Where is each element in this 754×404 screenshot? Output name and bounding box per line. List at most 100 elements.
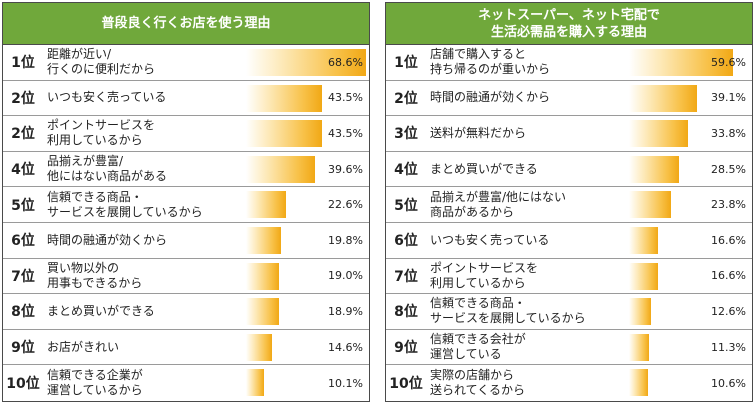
bar	[629, 155, 679, 183]
table-row: 10位 実際の店舗から 送られてくるから 10.6%	[386, 365, 752, 401]
table-row: 6位 いつも安く売っている 16.6%	[386, 223, 752, 259]
rank-label: 9位	[394, 340, 418, 357]
reason-label: 買い物以外の 用事もできるから	[47, 260, 143, 290]
bar	[629, 191, 671, 219]
reason-label: いつも安く売っている	[47, 90, 167, 105]
reason-label: 送料が無料だから	[430, 125, 527, 140]
reason-label: 信頼できる企業が 運営しているから	[47, 368, 143, 398]
value-label: 14.6%	[328, 340, 363, 354]
value-label: 19.8%	[328, 233, 363, 247]
table-row: 7位 ポイントサービスを 利用しているから 16.6%	[386, 259, 752, 295]
table-row: 7位 買い物以外の 用事もできるから 19.0%	[3, 259, 369, 295]
rank-label: 2位	[11, 126, 35, 143]
reason-label: いつも安く売っている	[430, 232, 550, 247]
rank-label: 5位	[11, 197, 35, 214]
table-row: 4位 品揃えが豊富/ 他にはない商品がある 39.6%	[3, 152, 369, 188]
table-row: 5位 信頼できる商品・ サービスを展開しているから 22.6%	[3, 187, 369, 223]
rank-label: 7位	[11, 268, 35, 285]
table-row: 6位 時間の融通が効くから 19.8%	[3, 223, 369, 259]
value-label: 43.5%	[328, 91, 363, 105]
reason-label: 品揃えが豊富/他にはない 商品があるから	[430, 189, 567, 219]
rank-label: 4位	[11, 162, 35, 179]
reason-label: まとめ買いができる	[430, 161, 538, 176]
reason-label: 品揃えが豊富/ 他にはない商品がある	[47, 154, 168, 184]
reason-label: 距離が近い/ 行くのに便利だから	[47, 47, 156, 77]
value-label: 39.1%	[711, 91, 746, 105]
rank-label: 1位	[394, 55, 418, 72]
rank-label: 6位	[11, 233, 35, 250]
reason-label: 信頼できる会社が 運営している	[430, 332, 526, 362]
bar	[629, 84, 698, 112]
value-label: 16.6%	[711, 269, 746, 283]
chart-title: 普段良く行くお店を使う理由	[3, 3, 369, 45]
bar	[246, 262, 280, 290]
value-label: 28.5%	[711, 162, 746, 176]
bar	[246, 333, 272, 361]
rank-label: 7位	[394, 268, 418, 285]
bar	[246, 191, 286, 219]
value-label: 23.8%	[711, 198, 746, 212]
reason-label: まとめ買いができる	[47, 303, 155, 318]
value-label: 11.3%	[711, 340, 746, 354]
rank-label: 5位	[394, 197, 418, 214]
table-row: 9位 お店がきれい 14.6%	[3, 330, 369, 366]
reason-label: ポイントサービスを 利用しているから	[430, 260, 539, 290]
bar	[246, 120, 323, 148]
bar	[629, 49, 734, 76]
rank-label: 3位	[394, 126, 418, 143]
bar	[629, 298, 652, 326]
bar	[629, 262, 659, 290]
right-chart-panel: ネットスーパー、ネット宅配で 生活必需品を購入する理由 1位 店舗で購入すると 持…	[385, 2, 753, 402]
value-label: 10.1%	[328, 376, 363, 390]
table-row: 4位 まとめ買いができる 28.5%	[386, 152, 752, 188]
table-row: 2位 いつも安く売っている 43.5%	[3, 81, 369, 117]
bar	[629, 369, 648, 397]
bar	[629, 227, 659, 254]
table-row: 3位 送料が無料だから 33.8%	[386, 116, 752, 152]
bar	[629, 120, 689, 148]
rank-label: 8位	[394, 304, 418, 321]
rank-label: 10位	[389, 376, 423, 393]
value-label: 22.6%	[328, 198, 363, 212]
bar	[246, 369, 264, 397]
table-row: 10位 信頼できる企業が 運営しているから 10.1%	[3, 365, 369, 401]
value-label: 16.6%	[711, 233, 746, 247]
rank-label: 6位	[394, 233, 418, 250]
table-row: 2位 時間の融通が効くから 39.1%	[386, 81, 752, 117]
reason-label: 信頼できる商品・ サービスを展開しているから	[430, 296, 586, 326]
rank-label: 10位	[6, 376, 40, 393]
value-label: 59.6%	[711, 55, 746, 69]
value-label: 19.0%	[328, 269, 363, 283]
rank-label: 1位	[11, 55, 35, 72]
table-row: 8位 信頼できる商品・ サービスを展開しているから 12.6%	[386, 294, 752, 330]
bar	[246, 49, 367, 76]
value-label: 10.6%	[711, 376, 746, 390]
reason-label: 信頼できる商品・ サービスを展開しているから	[47, 189, 203, 219]
value-label: 68.6%	[328, 55, 363, 69]
table-row: 2位 ポイントサービスを 利用しているから 43.5%	[3, 116, 369, 152]
bar	[246, 155, 316, 183]
reason-label: 店舗で購入すると 持ち帰るのが重いから	[430, 47, 551, 77]
reason-label: 時間の融通が効くから	[47, 232, 168, 247]
left-chart-panel: 普段良く行くお店を使う理由 1位 距離が近い/ 行くのに便利だから 68.6% 2位 い…	[2, 2, 370, 402]
table-row: 5位 品揃えが豊富/他にはない 商品があるから 23.8%	[386, 187, 752, 223]
value-label: 12.6%	[711, 304, 746, 318]
bar	[629, 333, 649, 361]
table-row: 9位 信頼できる会社が 運営している 11.3%	[386, 330, 752, 366]
value-label: 39.6%	[328, 162, 363, 176]
table-row: 1位 店舗で購入すると 持ち帰るのが重いから 59.6%	[386, 45, 752, 81]
table-row: 8位 まとめ買いができる 18.9%	[3, 294, 369, 330]
value-label: 43.5%	[328, 126, 363, 140]
rank-label: 4位	[394, 162, 418, 179]
table-row: 1位 距離が近い/ 行くのに便利だから 68.6%	[3, 45, 369, 81]
rank-label: 9位	[11, 340, 35, 357]
value-label: 18.9%	[328, 304, 363, 318]
value-label: 33.8%	[711, 126, 746, 140]
reason-label: 時間の融通が効くから	[430, 90, 551, 105]
bar	[246, 84, 323, 112]
reason-label: ポイントサービスを 利用しているから	[47, 118, 156, 148]
bar	[246, 227, 281, 254]
rank-label: 2位	[394, 90, 418, 107]
bar	[246, 298, 280, 326]
reason-label: 実際の店舗から 送られてくるから	[430, 368, 526, 398]
